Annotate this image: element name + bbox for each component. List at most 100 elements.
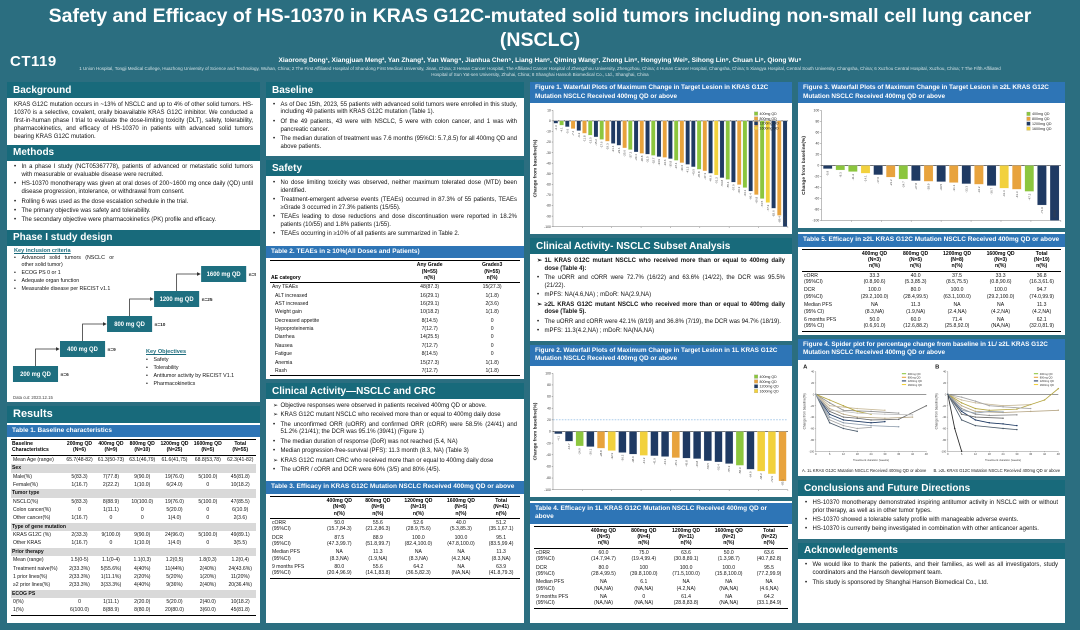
safety-section-header: Safety	[266, 160, 524, 177]
poster-affiliations: 1 Union Hospital, Tongji Medical College…	[79, 65, 1001, 78]
figure1-waterfall-plot: 10 0 -10 -20 -30 -40 -50 -60 -70 -80 -90 -100 -2.3 -4…	[530, 103, 792, 234]
bullet-item: • This study is sponsored by Shanghai Han…	[805, 579, 989, 586]
svg-text:-57.9: -57.9	[732, 184, 736, 191]
svg-text:200 mg QD: 200 mg QD	[20, 372, 51, 378]
svg-text:400 mg QD: 400 mg QD	[67, 347, 98, 353]
svg-text:-4.1: -4.1	[556, 436, 560, 441]
table-row: Prior therapy	[11, 547, 256, 557]
inclusion-criteria: Key inclusion criteria • Advanced solid t…	[12, 248, 116, 295]
svg-text:6: 6	[960, 452, 962, 456]
svg-text:-5.6: -5.6	[565, 129, 569, 134]
svg-text:36: 36	[897, 452, 901, 456]
column-2: Baseline • As of Dec 15th, 2023, 55 patie…	[266, 82, 524, 623]
spider-caption: A. 1L KRAS G12C Mutation NSCLC Received …	[802, 467, 927, 473]
svg-text:-10: -10	[546, 130, 551, 134]
spider-panel-B: B 40 20 0 -20 -40 -60 -80 -100 0 6 12 18 24 30 36 42 48 40…	[934, 362, 1062, 473]
table-row: 6 months PFS (95% CI) 50.0 (0.6,91.0) 60.0…	[804, 316, 1054, 330]
table2-title: Table 2. TEAEs in ≥ 10%(All Doses and Pa…	[266, 245, 524, 259]
svg-text:100: 100	[545, 371, 551, 375]
svg-text:-20: -20	[814, 175, 819, 179]
svg-text:80: 80	[815, 120, 819, 124]
table-row: Rash 7(12.7) 1(1.8)	[275, 367, 499, 374]
safety-bullets: • No dose limiting toxicity was observed,…	[273, 178, 517, 241]
table-row: NSCLC(%) 5(83.3) 8(88.9) 10(100.0) 19(76.0) 5…	[13, 498, 250, 505]
table4-efficacy-1l: 400mg QD (N=5) n(%) 800mg QD (N=4) n(%) 12…	[530, 524, 792, 612]
column-4: Figure 3. Waterfall Plots of Maximum Cha…	[798, 82, 1065, 623]
bullet-item: • Safety	[146, 356, 169, 363]
svg-text:-30.8: -30.8	[640, 156, 644, 163]
svg-text:-20: -20	[942, 404, 946, 408]
svg-text:60: 60	[815, 131, 819, 135]
baseline-section-header: Baseline	[266, 82, 524, 99]
bullet-item: • Of the 49 patients, 43 were with NSCLC,…	[273, 118, 517, 133]
svg-text:-30: -30	[546, 151, 551, 155]
bullet-item: • mPFS: 11.3(4.2,NA) ; mDoR: NA(NA,NA)	[537, 328, 655, 335]
svg-text:Change from baseline(%): Change from baseline(%)	[533, 402, 539, 460]
svg-text:1200mg QD: 1200mg QD	[908, 379, 922, 383]
svg-text:-100: -100	[544, 488, 551, 492]
table5-title: Table 5. Efficacy in ≥2L KRAS G12C Mutat…	[798, 234, 1065, 247]
svg-text:6: 6	[829, 452, 831, 456]
svg-text:12: 12	[973, 452, 977, 456]
bullet-item: • In a phase I study (NCT05367778), patie…	[14, 164, 253, 178]
panel-conclusions: Conclusions and Future Directions • HS-10…	[798, 480, 1065, 539]
svg-text:-28.8: -28.8	[599, 450, 603, 457]
svg-text:n=9: n=9	[108, 346, 117, 352]
svg-text:800mg QD: 800mg QD	[760, 380, 778, 384]
svg-text:-40: -40	[942, 415, 946, 419]
svg-text:-19.3: -19.3	[605, 143, 609, 150]
svg-text:-40: -40	[814, 186, 819, 190]
svg-text:-21.2: -21.2	[889, 179, 893, 186]
svg-text:-55.4: -55.4	[726, 182, 730, 189]
svg-text:-29.4: -29.4	[634, 154, 638, 161]
svg-text:-49.6: -49.6	[709, 175, 713, 182]
svg-text:60: 60	[547, 395, 551, 399]
svg-text:20: 20	[811, 381, 815, 385]
table-row: Tumor type	[11, 489, 256, 498]
table-row: Diarrhea 14(25.5) 0	[275, 334, 494, 341]
svg-text:-53.8: -53.8	[720, 180, 724, 187]
svg-text:-7.4: -7.4	[571, 131, 575, 136]
svg-text:-9.2: -9.2	[577, 133, 581, 138]
bullet-item: • Antitumor activity by RECIST V1.1	[146, 373, 235, 380]
table-row: 1(%) 6(100.0) 8(88.9) 8(80.0) 20(80.0) 3(60.0…	[13, 607, 250, 614]
table-row: Sex	[11, 464, 256, 473]
svg-text:-41.2: -41.2	[686, 167, 690, 174]
svg-text:10: 10	[547, 109, 551, 113]
svg-text:-24.7: -24.7	[901, 181, 905, 188]
figure1-title: Figure 1. Waterfall Plots of Maximum Cha…	[530, 82, 792, 104]
table-row: Nausea 7(12.7) 0	[275, 342, 494, 349]
svg-text:-71.9: -71.9	[1040, 207, 1044, 214]
svg-text:-20: -20	[810, 404, 814, 408]
svg-text:1200mg QD: 1200mg QD	[1032, 122, 1052, 126]
poster-title: Safety and Efficacy of HS-10370 in KRAS …	[48, 5, 1032, 51]
bullet-item: • Treatment-emergent adverse events (TEAE…	[273, 197, 517, 211]
svg-text:-100: -100	[812, 219, 819, 223]
acknowledgements-section-header: Acknowledgements	[798, 542, 1065, 559]
bullet-item: • The uORR / cORR and DCR were 60% (3/5) …	[273, 466, 441, 473]
panel-background-methods-design: Background KRAS G12C mutation occurs in …	[7, 82, 260, 402]
svg-text:40: 40	[547, 406, 551, 410]
svg-text:-45.8: -45.8	[697, 171, 701, 178]
svg-text:n=6: n=6	[60, 371, 69, 377]
table-row: 9 months PFS (95%CI) 80.0 (20.4,96.9) 55.6…	[272, 564, 514, 577]
svg-text:400mg QD: 400mg QD	[1032, 113, 1050, 117]
svg-text:1600mg QD: 1600mg QD	[1039, 383, 1053, 387]
table-row: Median PFS (95%CI) NA (8.3,NA) 11.3 (1.9,N…	[272, 549, 511, 562]
svg-text:-66.4: -66.4	[749, 193, 753, 200]
bullet-item: • Adequate organ function	[14, 278, 80, 285]
bullet-item: • Advanced solid tumors (NSCLC or other s…	[14, 255, 114, 268]
svg-text:48: 48	[925, 452, 929, 456]
svg-text:-50: -50	[546, 172, 551, 176]
background-text: KRAS G12C mutation occurs in ~13% of NSC…	[14, 102, 253, 141]
svg-text:1600 mg QD: 1600 mg QD	[207, 272, 242, 278]
svg-text:0: 0	[549, 119, 551, 123]
poster-id: CT119	[10, 53, 57, 70]
svg-text:20: 20	[815, 153, 819, 157]
svg-text:1600mg QD: 1600mg QD	[760, 127, 780, 131]
table3-title: Table 3. Efficacy in KRAS G12C Mutation …	[266, 481, 524, 494]
svg-text:-39.6: -39.6	[680, 165, 684, 172]
svg-text:1600mg QD: 1600mg QD	[1032, 127, 1052, 131]
svg-text:20: 20	[547, 418, 551, 422]
table-row: Mean (range) 1.5(0-5) 1.1(0-4) 1.1(0,3) 1.2(…	[13, 557, 250, 564]
